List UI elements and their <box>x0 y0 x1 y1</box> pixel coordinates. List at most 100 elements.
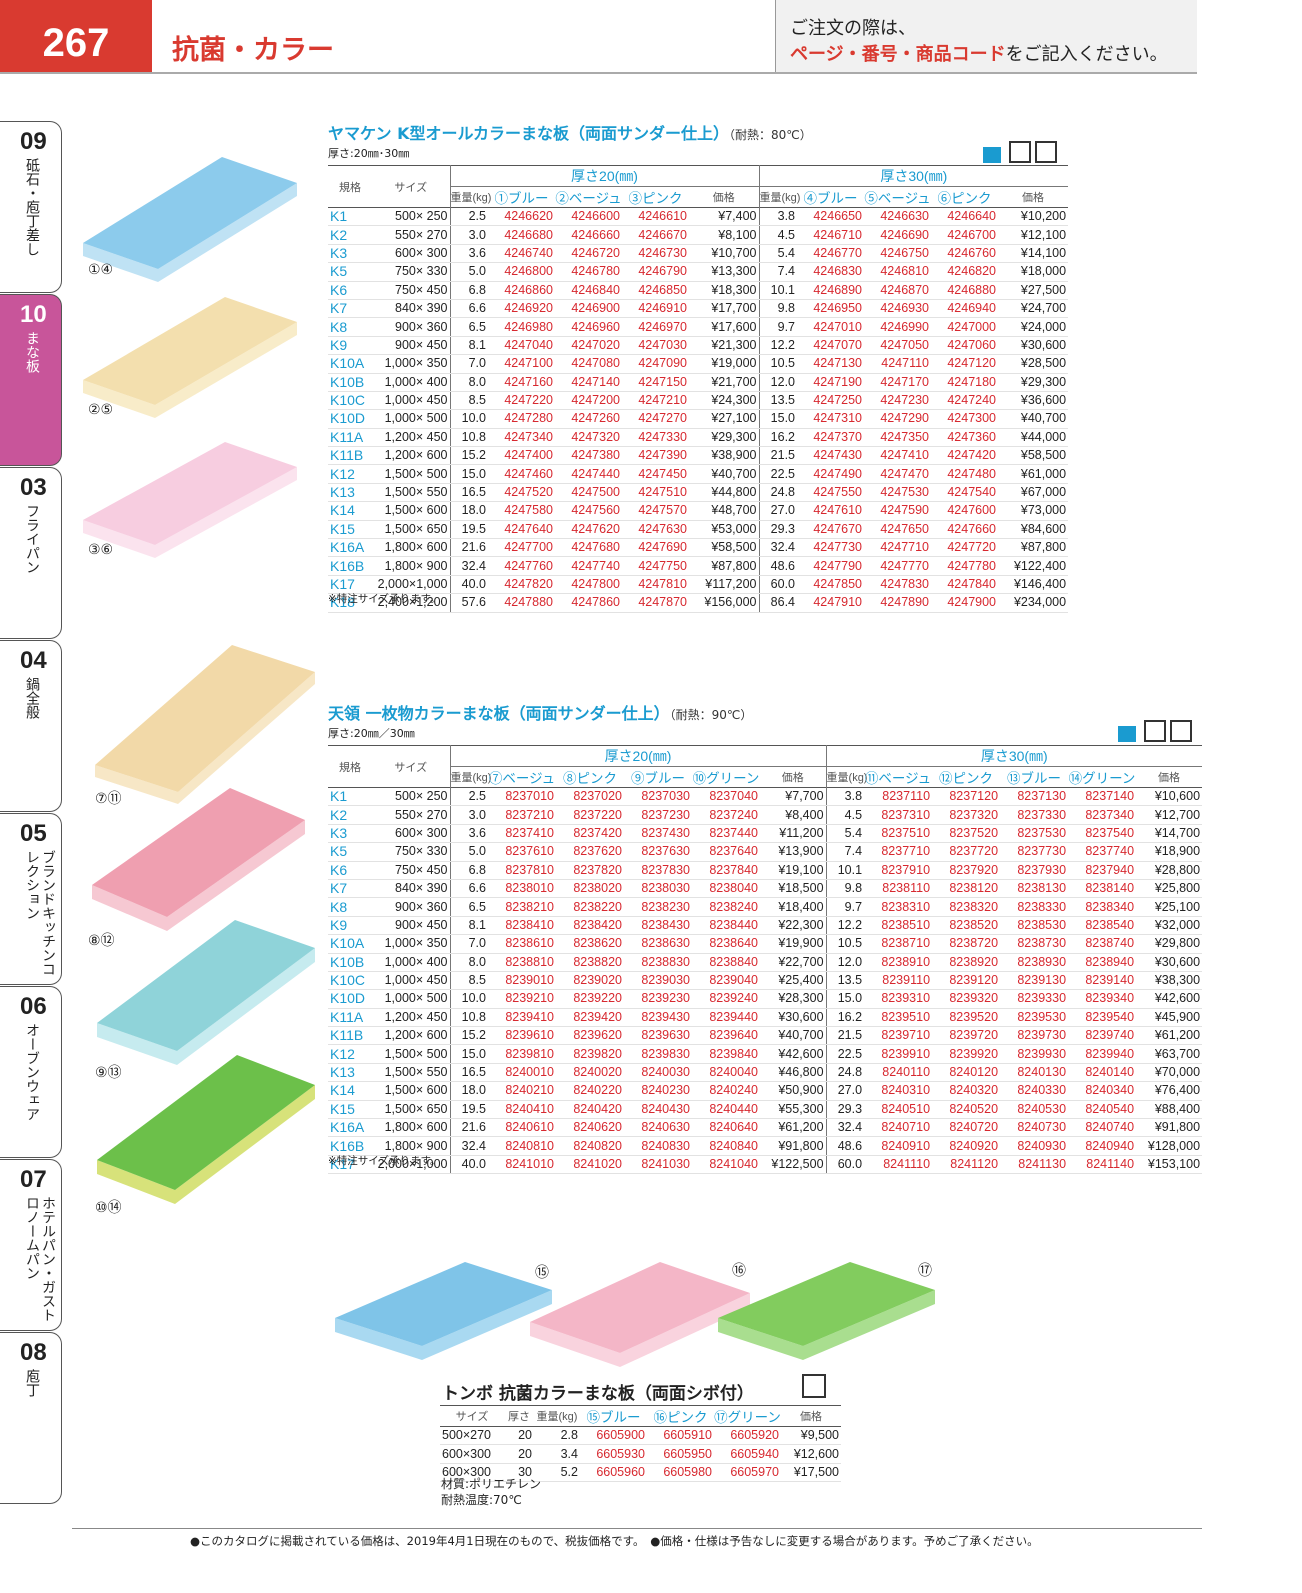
board-shape <box>335 1262 552 1346</box>
table-cell: ¥42,600 <box>760 1044 827 1064</box>
table-cell: 8238630 <box>624 934 692 954</box>
table-cell: K15 <box>328 1100 372 1120</box>
table-cell: 8238140 <box>1068 879 1137 899</box>
table-cell: ¥117,200 <box>689 575 760 595</box>
header-cell: ⑦ベージュ <box>488 771 556 786</box>
table-row: K2 550× 270 3.0 4246680 4246660 4246670 ¥8,100… <box>328 225 1069 245</box>
table-cell: ¥30,600 <box>1136 953 1203 972</box>
table-row: K3 600× 300 3.6 4246740 4246720 4246730 ¥10,70… <box>328 244 1069 264</box>
table-cell: 4247330 <box>622 428 689 448</box>
table-cell: K7 <box>328 879 372 899</box>
table-cell: 3.8 <box>758 207 798 227</box>
table-cell: 8240940 <box>1068 1136 1137 1156</box>
table-cell: K8 <box>328 317 372 337</box>
table-cell: 8237520 <box>932 824 1001 844</box>
table-cell: 4247370 <box>797 428 865 448</box>
table-cell: 8240520 <box>932 1100 1001 1120</box>
table-cell: 4246900 <box>555 299 622 319</box>
header-cell: ②ベージュ <box>555 191 622 206</box>
table-cell: ¥8,400 <box>760 805 827 825</box>
table-cell: 3.6 <box>449 824 488 844</box>
table-cell: 8238530 <box>1000 916 1069 936</box>
table-cell: 1,000× 500 <box>372 409 450 429</box>
header-cell: 価格 <box>712 192 735 204</box>
board-shape <box>97 1055 315 1190</box>
table-cell: ¥14,100 <box>998 244 1069 264</box>
table-cell: ¥19,000 <box>689 354 760 374</box>
table-cell: 1,500× 500 <box>372 1044 450 1064</box>
table-cell: ¥18,000 <box>998 262 1069 282</box>
table-cell: K16A <box>328 538 372 558</box>
table-cell: 4246610 <box>622 207 689 227</box>
spec-table: サイズ 厚さ 重量(kg) ⑮ブルー ⑯ピンク ⑰グリーン 価格 500×270 20 2.8 66… <box>440 1405 841 1483</box>
table-cell: 1,200× 600 <box>372 446 450 466</box>
table-cell: 4246830 <box>797 262 865 282</box>
table-cell: 4247200 <box>555 391 622 411</box>
table-cell: 4247090 <box>622 354 689 374</box>
table-cell: ¥24,700 <box>998 299 1069 319</box>
header-cell: ④ブルー <box>803 191 858 206</box>
header-cell: ⑮ブルー <box>586 1410 641 1425</box>
table-cell: 900× 360 <box>372 317 450 337</box>
table-cell: 8238240 <box>692 897 760 917</box>
table-cell: 8239440 <box>692 1008 760 1028</box>
table-cell: 4.5 <box>758 225 798 245</box>
table-cell: 8237710 <box>864 842 933 862</box>
table-cell: 6.6 <box>449 879 488 899</box>
image-label: ⑰ <box>918 1263 932 1279</box>
header-cell: ⑰グリーン <box>714 1410 781 1425</box>
table-cell: 8239820 <box>556 1044 624 1064</box>
table-cell: 4247860 <box>555 593 622 613</box>
header-cell: ⑩グリーン <box>692 771 760 786</box>
table-cell: 1,500× 500 <box>372 464 450 484</box>
table-cell: 4247060 <box>931 336 999 356</box>
table-cell: 21.5 <box>825 1026 865 1046</box>
table-cell: 4246740 <box>488 244 555 264</box>
table-cell: 8240540 <box>1068 1100 1137 1120</box>
table-cell: 8237020 <box>556 787 624 807</box>
table-row: K11A 1,200× 450 10.8 8239410 8239420 8239430 8… <box>328 1008 1203 1028</box>
tab-label: 鍋全般 <box>24 677 40 719</box>
table-cell: ¥122,400 <box>998 556 1069 576</box>
board-shape <box>175 1085 315 1204</box>
table-cell: 4247650 <box>864 520 932 540</box>
table-cell: 10.1 <box>825 861 865 880</box>
table-cell: 4246930 <box>864 299 932 319</box>
table-cell: 4246730 <box>622 244 689 264</box>
table-cell: K14 <box>328 1081 372 1101</box>
table-cell: ¥18,500 <box>760 879 827 899</box>
table-cell: 4246820 <box>931 262 999 282</box>
table-cell: 4246670 <box>622 225 689 245</box>
table-cell: 4247720 <box>931 538 999 558</box>
header-cell: ①ブルー <box>494 191 549 206</box>
header-row: 規格 サイズ 厚さ20(㎜) 厚さ30(㎜) <box>328 165 1069 194</box>
table-cell: 12.2 <box>825 916 865 936</box>
table-cell: 6.6 <box>449 299 488 319</box>
table-cell: 8239520 <box>932 1008 1001 1028</box>
table-cell: 4247580 <box>488 501 555 521</box>
table-cell: K18 <box>328 593 372 613</box>
table-cell: 4247760 <box>488 556 555 576</box>
table-cell: 8237420 <box>556 824 624 844</box>
table-cell: 7.0 <box>449 934 488 954</box>
table-cell: 12.0 <box>758 373 798 392</box>
table-cell: 8237530 <box>1000 824 1069 844</box>
table-cell: 8237140 <box>1068 787 1137 807</box>
table-cell: 4247270 <box>622 409 689 429</box>
table-cell: 8240030 <box>624 1063 692 1083</box>
table-cell: 2.5 <box>449 787 488 807</box>
table-cell: K11B <box>328 446 372 466</box>
table-cell: 8238040 <box>692 879 760 899</box>
table-cell: 4247870 <box>622 593 689 613</box>
header-cell: サイズ <box>455 1411 489 1423</box>
table-cell: ¥28,300 <box>760 989 827 1009</box>
table-cell: 8240820 <box>556 1136 624 1156</box>
table-cell: 8237330 <box>1000 805 1069 825</box>
spec-line: 材質:ポリエチレン <box>441 1477 542 1491</box>
image-label: ⑨⑬ <box>95 1065 122 1081</box>
table-cell: ¥40,700 <box>998 409 1069 429</box>
table-cell: 20 <box>504 1426 534 1446</box>
board-shape <box>530 1322 620 1367</box>
header-cell: ⑫ピンク <box>939 771 994 786</box>
table-cell: 1,000× 450 <box>372 971 450 991</box>
